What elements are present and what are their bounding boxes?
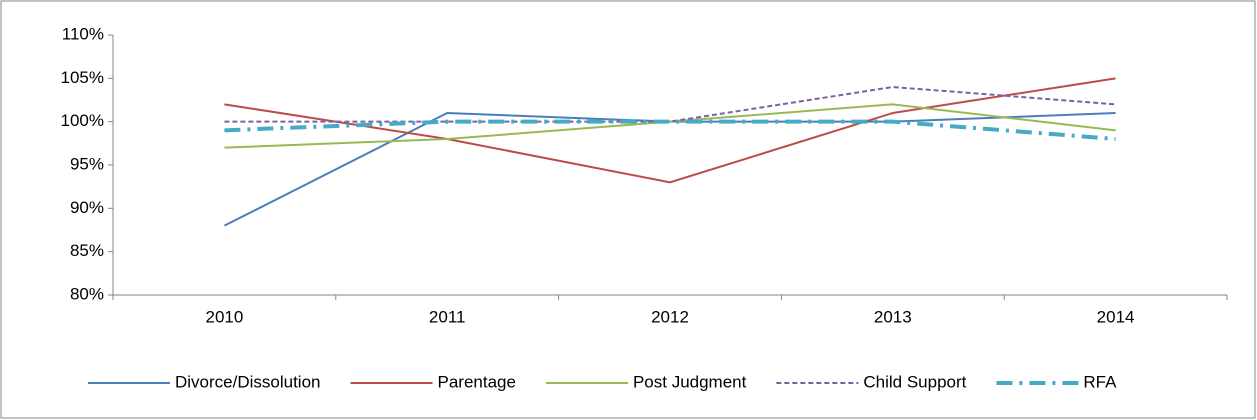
legend-label: Post Judgment — [633, 372, 747, 391]
legend-label: Child Support — [863, 372, 966, 391]
x-tick-label: 2011 — [429, 307, 466, 326]
y-tick-label: 95% — [70, 154, 104, 173]
x-tick-label: 2010 — [205, 307, 243, 326]
legend-label: Parentage — [438, 372, 516, 391]
x-tick-label: 2014 — [1097, 307, 1135, 326]
series-line — [224, 77, 1116, 184]
series-line — [224, 85, 1116, 123]
y-tick-label: 100% — [61, 111, 104, 130]
y-tick-label: 85% — [70, 241, 104, 260]
x-tick-label: 2012 — [651, 307, 689, 326]
legend-label: RFA — [1083, 372, 1117, 391]
series-line — [224, 103, 1116, 149]
x-tick-label: 2013 — [874, 307, 912, 326]
legend-label: Divorce/Dissolution — [175, 372, 321, 391]
y-tick-label: 110% — [62, 24, 104, 43]
y-tick-label: 90% — [70, 198, 104, 217]
y-tick-label: 105% — [61, 68, 104, 87]
y-tick-label: 80% — [70, 284, 104, 303]
